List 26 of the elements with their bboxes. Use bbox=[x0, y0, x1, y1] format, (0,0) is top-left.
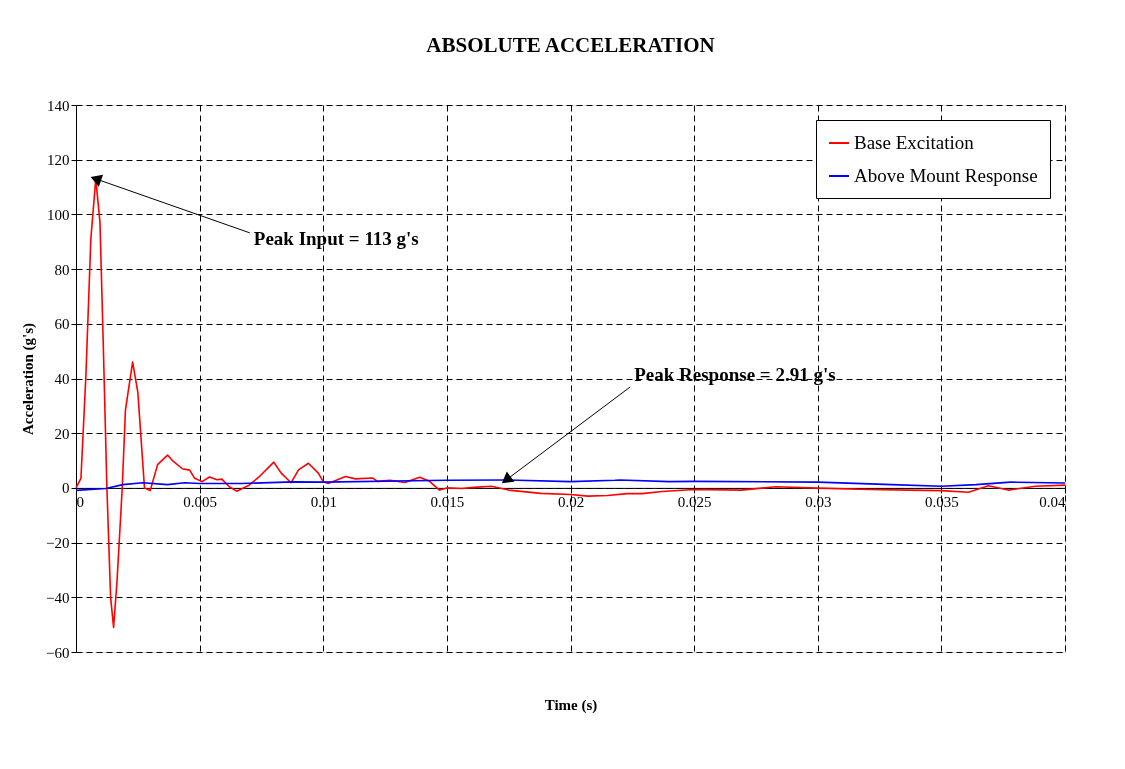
x-tick-label: 0.02 bbox=[557, 494, 585, 511]
y-tick-label: 0 bbox=[62, 480, 70, 497]
annotation: Peak Input = 113 g's bbox=[253, 227, 419, 249]
legend-label: Above Mount Response bbox=[854, 165, 1038, 186]
y-tick-label: 60 bbox=[54, 316, 70, 333]
y-tick-label: 20 bbox=[54, 425, 70, 442]
y-tick-label: 100 bbox=[47, 206, 70, 223]
x-tick-label: 0.025 bbox=[677, 494, 712, 511]
x-tick-label: 0 bbox=[76, 494, 84, 511]
x-tick-label: 0.035 bbox=[925, 494, 959, 511]
y-tick-label: −40 bbox=[46, 589, 70, 606]
x-tick-label: 0.005 bbox=[183, 494, 217, 511]
x-tick-label: 0.015 bbox=[430, 494, 465, 511]
x-tick-label: 0.04 bbox=[1039, 494, 1066, 511]
y-tick-label: 40 bbox=[54, 371, 70, 387]
x-tick-label: 0.01 bbox=[310, 494, 337, 511]
x-tick-label: 0.03 bbox=[805, 494, 832, 511]
y-tick-label: 120 bbox=[47, 152, 70, 169]
y-axis-title: Acceleration (g's) bbox=[20, 322, 38, 436]
y-tick-label: 140 bbox=[47, 97, 70, 114]
chart-title: ABSOLUTE ACCELERATION bbox=[426, 33, 715, 57]
x-axis-title: Time (s) bbox=[544, 696, 598, 714]
y-tick-label: −60 bbox=[46, 644, 70, 661]
y-tick-label: 80 bbox=[54, 261, 70, 278]
y-tick-label: −20 bbox=[46, 535, 70, 552]
legend-label: Base Excitation bbox=[854, 132, 975, 153]
